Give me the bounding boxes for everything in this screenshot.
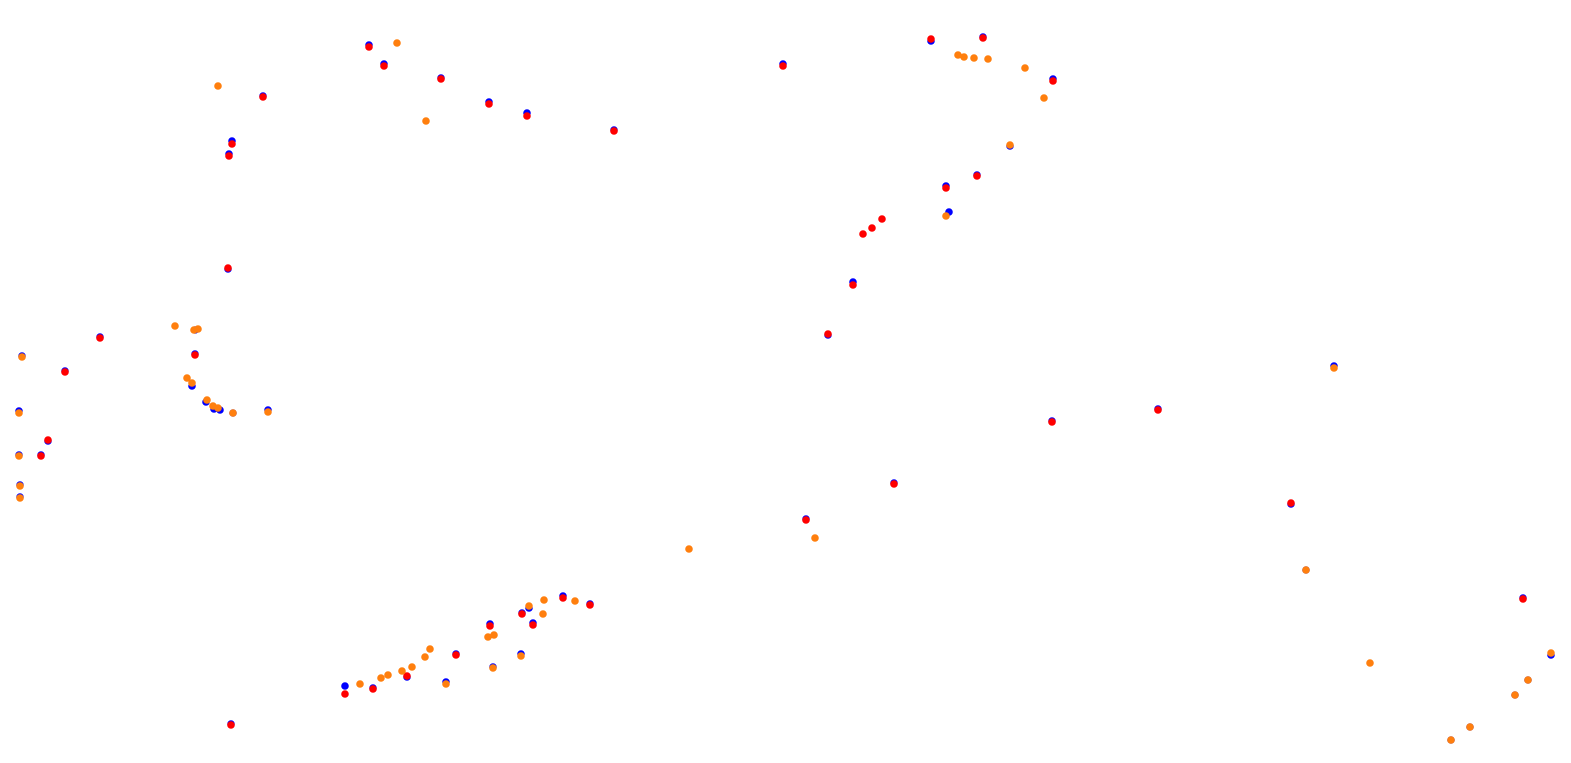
point (264, 408, 272, 416)
point (1366, 659, 1374, 667)
point (1524, 676, 1532, 684)
point (37, 452, 45, 460)
point (227, 721, 235, 729)
point (437, 75, 445, 83)
point (18, 353, 26, 361)
point (356, 680, 364, 688)
point (1006, 141, 1014, 149)
point (228, 140, 236, 148)
point (1021, 64, 1029, 72)
point (365, 43, 373, 51)
point (369, 685, 377, 693)
point (984, 55, 992, 63)
point (485, 100, 493, 108)
point (539, 610, 547, 618)
point (1511, 691, 1519, 699)
point (225, 152, 233, 160)
point (811, 534, 819, 542)
point (849, 281, 857, 289)
point (1049, 77, 1057, 85)
point (529, 621, 537, 629)
point (571, 597, 579, 605)
point (426, 645, 434, 653)
point (171, 322, 179, 330)
point (191, 351, 199, 359)
point (393, 39, 401, 47)
point (188, 379, 196, 387)
point (779, 62, 787, 70)
point (183, 374, 191, 382)
point (403, 672, 411, 680)
point (559, 594, 567, 602)
point (970, 54, 978, 62)
point (540, 596, 548, 604)
point (1040, 94, 1048, 102)
point (490, 631, 498, 639)
point (960, 53, 968, 61)
point (384, 671, 392, 679)
point (610, 127, 618, 135)
point (380, 62, 388, 70)
point (518, 610, 526, 618)
point (973, 172, 981, 180)
point (979, 34, 987, 42)
point (259, 93, 267, 101)
point (96, 334, 104, 342)
point (1302, 566, 1310, 574)
point (224, 264, 232, 272)
point (1466, 723, 1474, 731)
point (194, 325, 202, 333)
point (878, 215, 886, 223)
point (1519, 595, 1527, 603)
point (398, 667, 406, 675)
point (523, 112, 531, 120)
point (859, 230, 867, 238)
point (942, 184, 950, 192)
point (16, 494, 24, 502)
point (525, 602, 533, 610)
point (954, 51, 962, 59)
point (229, 409, 237, 417)
point (44, 436, 52, 444)
point (1447, 736, 1455, 744)
point (16, 482, 24, 490)
point (489, 664, 497, 672)
point (214, 82, 222, 90)
point (685, 545, 693, 553)
point (61, 368, 69, 376)
point (1154, 406, 1162, 414)
point (824, 330, 832, 338)
point (341, 682, 349, 690)
point (377, 674, 385, 682)
point (486, 622, 494, 630)
point (890, 480, 898, 488)
point (942, 212, 950, 220)
point (927, 35, 935, 43)
point (484, 633, 492, 641)
point (442, 680, 450, 688)
point (868, 224, 876, 232)
point (408, 663, 416, 671)
point (1330, 364, 1338, 372)
point (517, 652, 525, 660)
point (422, 117, 430, 125)
point (1048, 418, 1056, 426)
point (203, 396, 211, 404)
point (421, 653, 429, 661)
point (586, 601, 594, 609)
point (802, 516, 810, 524)
point (1547, 649, 1555, 657)
point (214, 404, 222, 412)
point (341, 690, 349, 698)
point (15, 452, 23, 460)
point (15, 409, 23, 417)
point (452, 651, 460, 659)
point (1287, 499, 1295, 507)
